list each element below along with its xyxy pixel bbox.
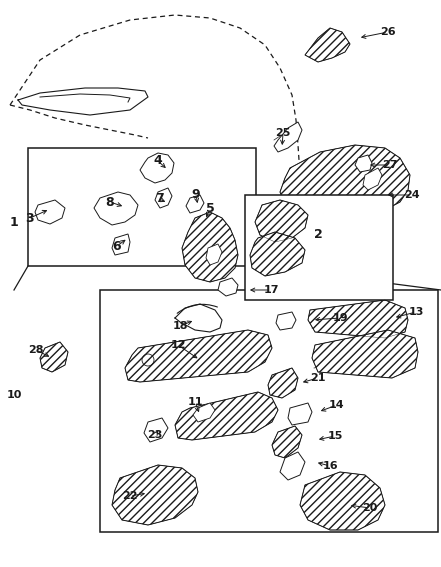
Text: 16: 16 — [322, 461, 338, 471]
Text: 2: 2 — [314, 227, 322, 240]
Text: 3: 3 — [26, 211, 34, 225]
Text: 5: 5 — [206, 202, 214, 215]
Text: 6: 6 — [113, 239, 121, 252]
Polygon shape — [94, 192, 138, 225]
Polygon shape — [250, 232, 305, 276]
Text: 22: 22 — [122, 491, 138, 501]
Polygon shape — [312, 330, 418, 378]
Text: 1: 1 — [10, 215, 19, 229]
Text: 28: 28 — [28, 345, 44, 355]
Text: 4: 4 — [153, 154, 162, 167]
Polygon shape — [276, 312, 296, 330]
Polygon shape — [175, 392, 278, 440]
Text: 8: 8 — [106, 196, 114, 209]
Polygon shape — [255, 200, 308, 242]
Polygon shape — [355, 155, 372, 172]
Polygon shape — [272, 426, 302, 458]
Text: 26: 26 — [380, 27, 396, 37]
Polygon shape — [206, 244, 222, 265]
Text: 13: 13 — [408, 307, 424, 317]
Text: 23: 23 — [147, 430, 163, 440]
Polygon shape — [288, 403, 312, 425]
Text: 20: 20 — [363, 503, 377, 513]
Polygon shape — [186, 195, 204, 213]
Text: 9: 9 — [192, 188, 200, 201]
Polygon shape — [40, 342, 68, 372]
Text: 21: 21 — [310, 373, 326, 383]
Polygon shape — [125, 330, 272, 382]
Text: 19: 19 — [332, 313, 348, 323]
Text: 27: 27 — [382, 160, 398, 170]
Polygon shape — [182, 212, 238, 282]
Polygon shape — [363, 168, 382, 190]
Text: 11: 11 — [187, 397, 203, 407]
Polygon shape — [144, 418, 168, 442]
Polygon shape — [280, 145, 410, 215]
Polygon shape — [112, 234, 130, 255]
Bar — [245, 195, 393, 300]
Text: 7: 7 — [155, 193, 163, 205]
Text: 15: 15 — [327, 431, 343, 441]
Polygon shape — [268, 368, 298, 398]
Polygon shape — [305, 28, 350, 62]
Polygon shape — [140, 153, 174, 183]
Polygon shape — [308, 300, 408, 338]
Polygon shape — [35, 200, 65, 224]
Text: 14: 14 — [329, 400, 345, 410]
Text: 18: 18 — [172, 321, 188, 331]
Text: 17: 17 — [263, 285, 279, 295]
Bar — [100, 290, 438, 532]
Polygon shape — [300, 472, 385, 530]
Bar — [28, 148, 256, 266]
Polygon shape — [218, 278, 238, 296]
Polygon shape — [280, 452, 305, 480]
Text: 25: 25 — [275, 128, 291, 138]
Text: 24: 24 — [404, 190, 420, 200]
Text: 10: 10 — [6, 390, 22, 400]
Polygon shape — [193, 403, 215, 422]
Polygon shape — [155, 188, 172, 208]
Polygon shape — [112, 465, 198, 525]
Polygon shape — [274, 122, 302, 152]
Text: 12: 12 — [170, 340, 186, 350]
